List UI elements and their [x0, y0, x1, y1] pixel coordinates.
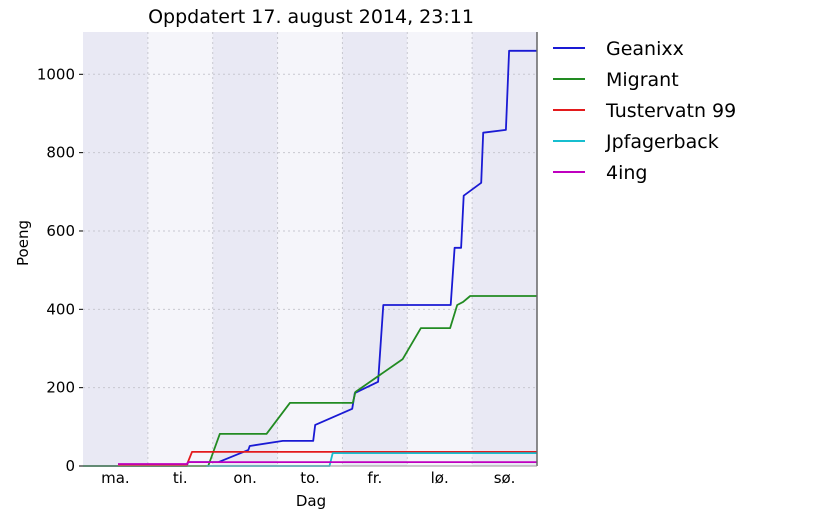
day-band: [83, 32, 148, 466]
x-tick-label: to.: [300, 469, 320, 487]
y-tick-label: 1000: [37, 65, 75, 83]
day-band: [277, 32, 343, 466]
day-band: [342, 32, 408, 466]
legend-label: Jpfagerback: [605, 131, 719, 153]
series-line-migrant: [83, 295, 537, 467]
x-tick-label: sø.: [494, 469, 516, 487]
day-band: [147, 32, 213, 466]
x-tick-label: fr.: [367, 469, 382, 487]
legend-label: 4ing: [606, 162, 647, 184]
x-tick-label: ma.: [101, 469, 130, 487]
legend-label: Tustervatn 99: [605, 100, 736, 122]
x-tick-label: ti.: [173, 469, 188, 487]
series-line-4ing: [118, 461, 537, 465]
legend: Geanixx Migrant Tustervatn 99 Jpfagerback 4i…: [553, 38, 736, 184]
series-line-geanixx: [83, 49, 537, 467]
y-tick-label: 0: [65, 457, 75, 475]
x-tick-label: on.: [233, 469, 256, 487]
y-tick-label: 800: [46, 144, 75, 162]
day-band: [472, 32, 537, 466]
y-tick-label: 600: [46, 222, 75, 240]
y-tick-label: 400: [46, 300, 75, 318]
x-axis-label: Dag: [296, 492, 326, 510]
day-band: [407, 32, 473, 466]
x-tick-label: lø.: [431, 469, 449, 487]
chart-title: Oppdatert 17. august 2014, 23:11: [148, 6, 474, 28]
legend-label: Migrant: [606, 69, 679, 91]
y-tick-label: 200: [46, 379, 75, 397]
day-band: [212, 32, 278, 466]
y-axis-label: Poeng: [14, 220, 32, 266]
legend-label: Geanixx: [606, 38, 684, 60]
